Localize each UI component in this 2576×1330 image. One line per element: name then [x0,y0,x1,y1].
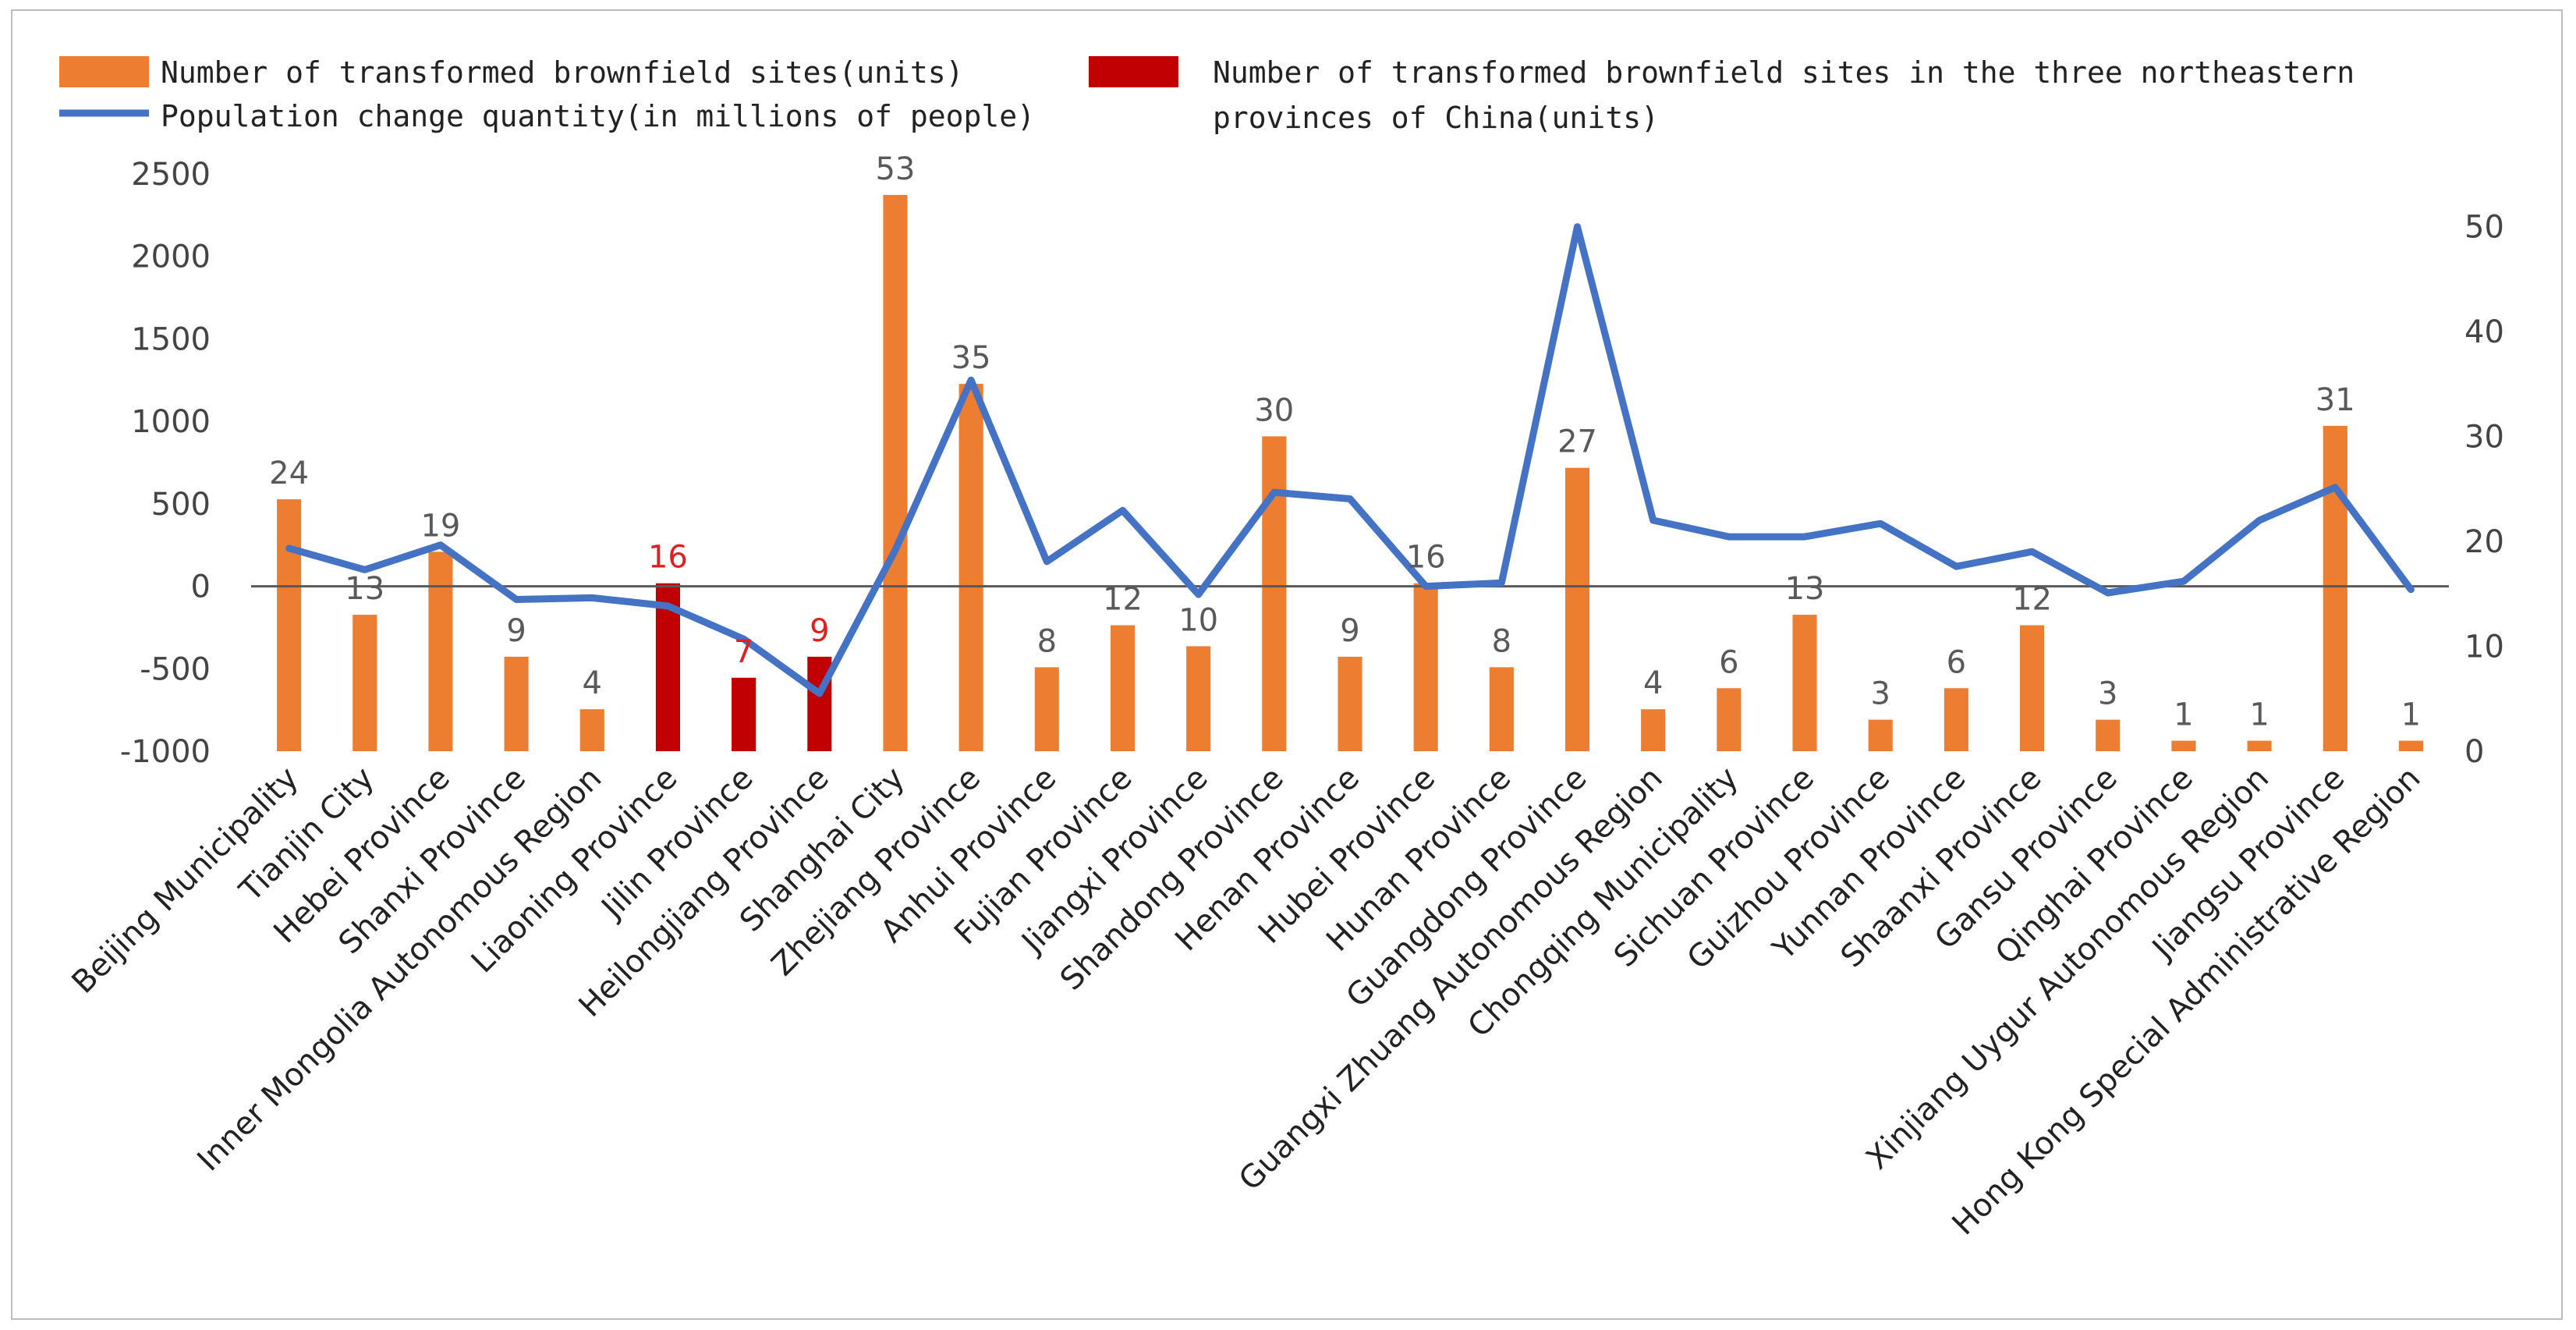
data-label: 30 [1254,392,1294,428]
chart-frame [11,9,2563,1320]
bar-brownfield [1262,436,1287,751]
right-axis-tick: 50 [2464,209,2504,245]
bar-brownfield [2247,740,2272,751]
left-axis: -1000 -500 0 500 1000 1500 2000 2500 [120,157,211,770]
right-axis-tick: 20 [2464,524,2504,560]
data-label: 19 [420,508,460,544]
bar-brownfield [1564,467,1590,751]
data-label: 16 [648,540,688,576]
bar-brownfield [353,615,377,751]
data-label: 24 [269,456,309,491]
bar-brownfield [504,656,529,751]
legend-label-northeast-line2: provinces of China(units) [1213,101,1659,135]
bar-brownfield [1413,583,1438,751]
data-label: 8 [1037,623,1057,659]
data-label: 1 [2401,697,2421,733]
legend-label-population: Population change quantity(in millions o… [161,99,1035,133]
legend-label-northeast: Number of transformed brownfield sites i… [1213,55,2355,135]
data-label: 35 [951,340,991,376]
data-label: 6 [1719,644,1738,680]
left-axis-tick: 500 [151,487,211,523]
right-axis-tick: 10 [2464,629,2504,665]
bar-brownfield [2096,719,2121,751]
bar-brownfield [277,499,302,751]
legend-label-brownfield: Number of transformed brownfield sites(u… [161,55,964,90]
bar-brownfield [1792,615,1817,751]
data-label: 1 [2249,697,2269,733]
bar-brownfield [1338,656,1362,751]
data-label: 3 [2098,676,2117,712]
bar-brownfield [2171,740,2196,751]
bar-brownfield [579,709,604,751]
data-label: 16 [1406,540,1446,576]
data-label: 7 [734,634,753,670]
data-label: 13 [1785,571,1825,607]
legend-swatch-brownfield [59,56,149,87]
data-label: 4 [583,665,602,701]
left-axis-tick: -1000 [120,734,211,770]
data-label: 10 [1178,602,1218,638]
bar-brownfield [1186,646,1211,751]
data-label: 13 [345,571,384,607]
data-label: 4 [1643,665,1663,701]
bar-brownfield [1717,688,1742,751]
bar-northeast [732,677,757,751]
data-label: 27 [1557,424,1597,460]
data-label: 1 [2174,697,2193,733]
data-label: 6 [1947,644,1966,680]
bar-brownfield [1944,688,1968,751]
bar-brownfield [2323,425,2347,751]
population-line [285,223,2415,697]
bar-brownfield [428,552,453,751]
bar-brownfield [883,194,908,752]
bar-brownfield [2020,625,2045,751]
bar-brownfield [1641,709,1666,751]
left-axis-tick: 2000 [131,239,211,275]
data-label: 9 [810,613,829,649]
data-label: 3 [1870,676,1890,712]
data-label: 53 [876,151,916,187]
left-axis-tick: 0 [191,569,211,605]
data-label: 12 [1103,582,1143,618]
bar-brownfield [2398,740,2423,751]
right-axis: 0 10 20 30 40 50 [2464,209,2504,770]
data-label: 9 [1340,613,1359,649]
legend-swatch-northeast [1089,56,1178,87]
data-label: 12 [2012,582,2052,618]
right-axis-tick: 40 [2464,314,2504,350]
bar-brownfield [958,384,983,751]
population-line-series [285,223,2415,697]
data-label: 31 [2316,382,2355,418]
left-axis-tick: 1000 [131,404,211,440]
data-label: 9 [506,613,526,649]
legend: Number of transformed brownfield sites(u… [59,55,2355,135]
left-axis-tick: 1500 [131,321,211,357]
bar-brownfield [1868,719,1893,751]
bar-series [277,194,2423,752]
bar-brownfield [1034,667,1059,751]
left-axis-tick: 2500 [131,157,211,193]
bar-brownfield [1489,667,1514,751]
legend-label-northeast-line1: Number of transformed brownfield sites i… [1213,55,2355,90]
bar-brownfield [1110,625,1136,751]
left-axis-tick: -500 [140,651,211,687]
right-axis-tick: 30 [2464,419,2504,455]
right-axis-tick: 0 [2464,734,2484,770]
data-label: 8 [1492,623,1511,659]
